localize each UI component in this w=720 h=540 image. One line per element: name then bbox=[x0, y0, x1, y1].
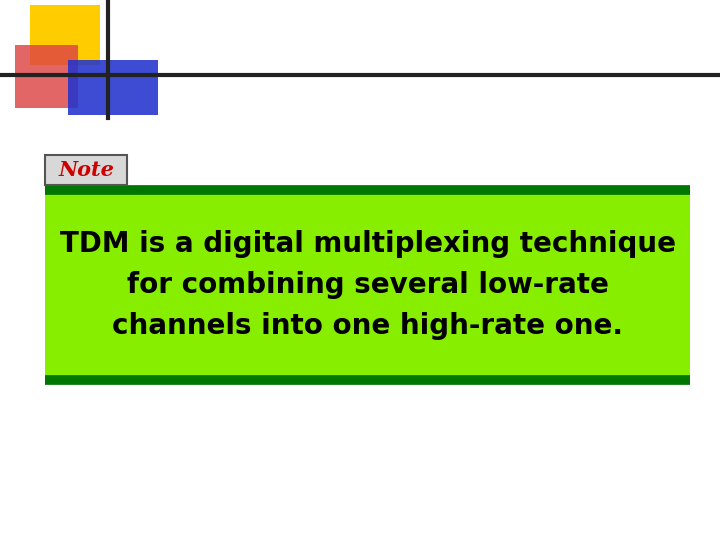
Bar bbox=[68, 60, 158, 115]
Bar bbox=[45, 190, 690, 380]
Bar bbox=[15, 45, 78, 108]
Bar bbox=[30, 5, 100, 65]
Text: TDM is a digital multiplexing technique
for combining several low-rate
channels : TDM is a digital multiplexing technique … bbox=[60, 230, 675, 340]
FancyBboxPatch shape bbox=[45, 155, 127, 185]
Text: Note: Note bbox=[58, 160, 114, 180]
